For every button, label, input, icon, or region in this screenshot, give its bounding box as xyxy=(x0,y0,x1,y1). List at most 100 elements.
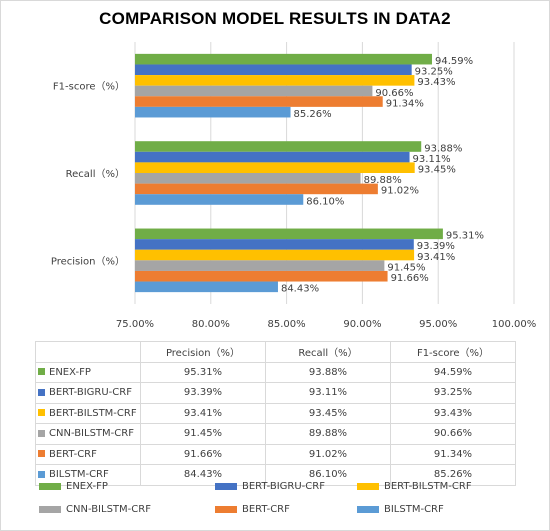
series-key-swatch xyxy=(38,368,45,376)
table-cell: 86.10% xyxy=(265,464,391,486)
table-row-label: ENEX-FP xyxy=(35,361,141,383)
bar-bilstm-crf xyxy=(135,281,278,293)
table-cell: 91.45% xyxy=(140,423,266,445)
table-cell: 95.31% xyxy=(140,361,266,383)
table-row-label: CNN-BILSTM-CRF xyxy=(35,423,141,445)
bar-bert-bilstm-crf xyxy=(135,162,415,173)
series-name: ENEX-FP xyxy=(49,366,91,378)
bar-bert-bigru-crf xyxy=(135,151,410,163)
data-label: 93.25% xyxy=(415,67,453,78)
series-name: BERT-BILSTM-CRF xyxy=(49,407,137,419)
bar-plot: 75.00% 80.00% 85.00% 90.00% 95.00% 100.00% F1-… xyxy=(51,42,537,330)
data-label: 91.02% xyxy=(381,186,419,197)
table-row: BILSTM-CRF 84.43% 86.10% 85.26% xyxy=(35,464,516,486)
category-label: Recall（%） xyxy=(66,168,125,180)
series-name: BERT-CRF xyxy=(49,448,97,460)
table-cell: 90.66% xyxy=(390,423,516,445)
table-cell: 91.34% xyxy=(390,443,516,465)
x-tick-label: 85.00% xyxy=(268,319,306,330)
table-cell: 91.66% xyxy=(140,443,266,465)
table-row-label: BERT-CRF xyxy=(35,443,141,465)
table-cell: 85.26% xyxy=(390,464,516,486)
data-label: 85.26% xyxy=(294,109,332,120)
bar-cnn-bilstm-crf xyxy=(135,85,373,97)
legend-item: ENEX-FP xyxy=(39,481,108,492)
table-cell: 93.25% xyxy=(390,382,516,404)
table-cell: 94.59% xyxy=(390,361,516,383)
x-tick-label: 90.00% xyxy=(343,319,381,330)
table-cell: 89.88% xyxy=(265,423,391,445)
series-key-swatch xyxy=(38,409,45,417)
bar-bert-bilstm-crf xyxy=(135,249,415,261)
data-label: 94.59% xyxy=(435,56,473,67)
bar-cnn-bilstm-crf xyxy=(135,260,385,271)
data-label: 91.66% xyxy=(391,273,429,284)
data-label: 91.45% xyxy=(387,262,425,273)
series-key-swatch xyxy=(38,388,45,396)
legend-item: BILSTM-CRF xyxy=(357,504,444,515)
bar-bilstm-crf xyxy=(135,106,291,118)
data-label: 84.43% xyxy=(281,284,319,295)
legend-label: ENEX-FP xyxy=(66,481,108,492)
table-header-row: Precision（%） Recall（%） F1-score（%） xyxy=(35,341,516,363)
bar-bert-bilstm-crf xyxy=(135,75,415,86)
series-name: CNN-BILSTM-CRF xyxy=(49,428,134,440)
legend-label: CNN-BILSTM-CRF xyxy=(66,504,151,515)
x-tick-label: 95.00% xyxy=(419,319,457,330)
table-header-precision: Precision（%） xyxy=(140,341,266,363)
series-key-swatch xyxy=(38,450,45,458)
table-row-label: BERT-BIGRU-CRF xyxy=(35,382,141,404)
data-label: 91.34% xyxy=(386,98,424,109)
legend-label: BERT-BIGRU-CRF xyxy=(242,481,325,492)
table-cell: 91.02% xyxy=(265,443,391,465)
data-label: 93.45% xyxy=(418,165,456,176)
category-label: Precision（%） xyxy=(51,255,125,267)
legend-label: BERT-CRF xyxy=(242,504,290,515)
table-row: ENEX-FP 95.31% 93.88% 94.59% xyxy=(35,361,516,383)
series-name: BERT-BIGRU-CRF xyxy=(49,387,132,399)
table-corner-cell xyxy=(35,341,141,363)
bar-bert-crf xyxy=(135,183,378,195)
category-label: F1-score（%） xyxy=(53,81,125,93)
chart-title: COMPARISON MODEL RESULTS IN DATA2 xyxy=(99,9,451,28)
legend-swatch xyxy=(215,482,237,490)
table-cell: 93.45% xyxy=(265,402,391,424)
table-row: BERT-BILSTM-CRF 93.41% 93.45% 93.43% xyxy=(35,402,516,424)
legend-swatch xyxy=(39,482,61,490)
x-tick-label: 100.00% xyxy=(492,319,537,330)
table-cell: 93.11% xyxy=(265,382,391,404)
data-label: 93.88% xyxy=(424,143,462,154)
table-cell: 93.41% xyxy=(140,402,266,424)
legend-swatch xyxy=(215,505,237,513)
data-label: 89.88% xyxy=(364,175,402,186)
table-row: BERT-BIGRU-CRF 93.39% 93.11% 93.25% xyxy=(35,382,516,404)
legend-swatch xyxy=(357,505,379,513)
bar-bert-crf xyxy=(135,270,388,282)
data-label: 93.11% xyxy=(413,154,451,165)
legend-item: CNN-BILSTM-CRF xyxy=(39,504,151,515)
bar-enex-fp xyxy=(135,141,422,152)
table-cell: 93.39% xyxy=(140,382,266,404)
data-label: 90.66% xyxy=(375,88,413,99)
data-label: 86.10% xyxy=(306,196,344,207)
legend-label: BILSTM-CRF xyxy=(384,504,444,515)
bar-bilstm-crf xyxy=(135,194,304,205)
bar-enex-fp xyxy=(135,53,432,65)
table-cell: 93.43% xyxy=(390,402,516,424)
data-label: 93.41% xyxy=(417,252,455,263)
bar-bert-bigru-crf xyxy=(135,64,412,76)
data-label: 95.31% xyxy=(446,231,484,242)
legend-label: BERT-BILSTM-CRF xyxy=(384,481,472,492)
data-label: 93.39% xyxy=(417,241,455,252)
table-row: CNN-BILSTM-CRF 91.45% 89.88% 90.66% xyxy=(35,423,516,445)
table-row-label: BERT-BILSTM-CRF xyxy=(35,402,141,424)
data-label: 93.43% xyxy=(417,77,455,88)
legend-swatch xyxy=(357,482,379,490)
series-key-swatch xyxy=(38,470,45,478)
table-cell: 93.88% xyxy=(265,361,391,383)
bar-enex-fp xyxy=(135,228,443,240)
legend-item: BERT-CRF xyxy=(215,504,290,515)
x-tick-label: 80.00% xyxy=(192,319,230,330)
series-name: BILSTM-CRF xyxy=(49,469,109,481)
